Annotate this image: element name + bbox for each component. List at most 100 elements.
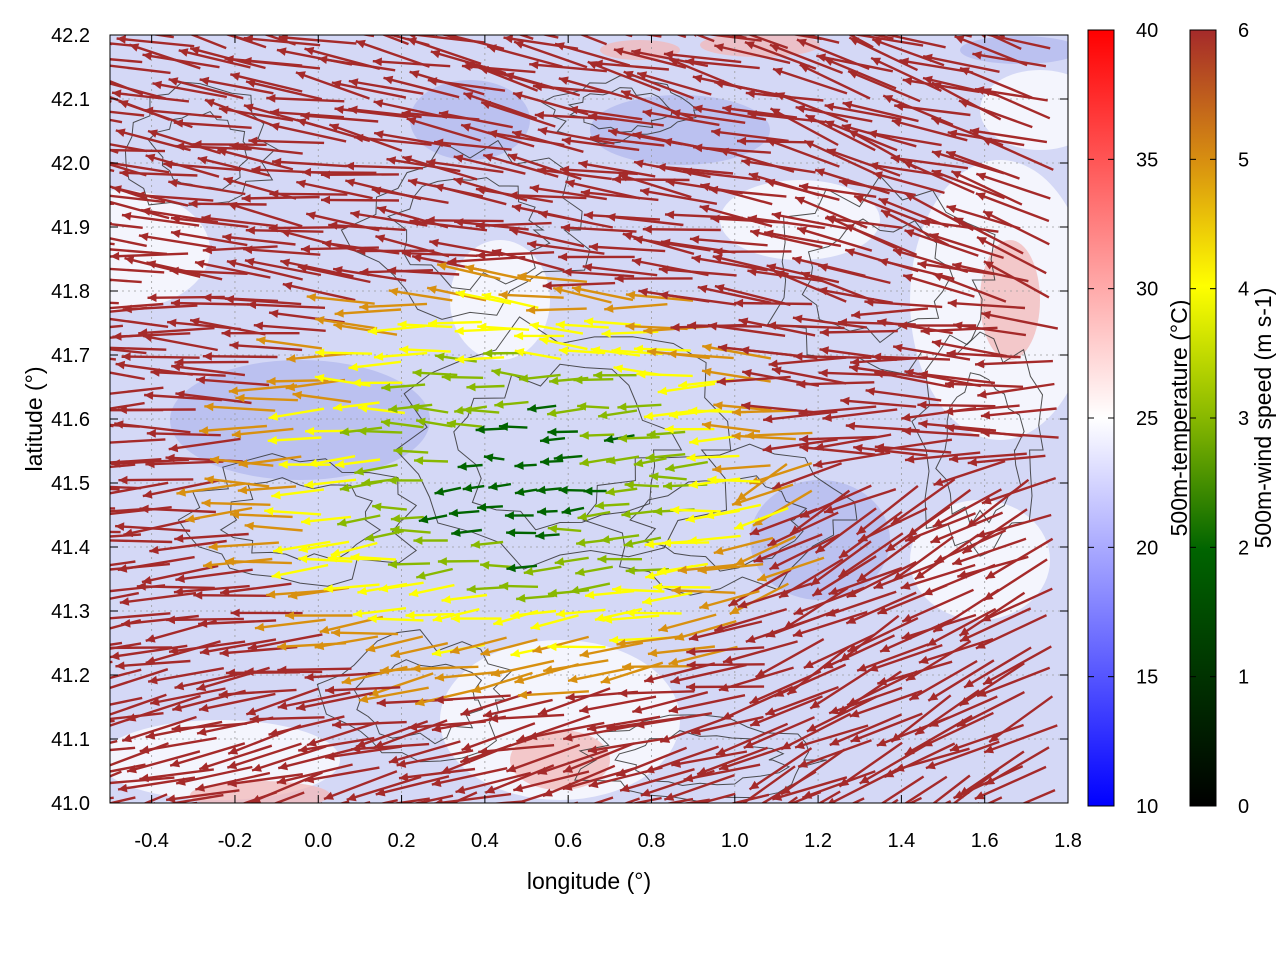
- wind-vector-shaft: [146, 432, 221, 437]
- wind-vector-head: [170, 758, 180, 768]
- wind-vector-shaft: [588, 766, 663, 788]
- wind-vector-head: [668, 657, 679, 666]
- wind-vector-head: [571, 285, 582, 294]
- wind-vector-shaft: [256, 338, 323, 350]
- wind-vector-head: [68, 336, 77, 345]
- wind-vector-head: [148, 675, 158, 685]
- wind-vector-head: [902, 613, 913, 622]
- wind-vector-shaft: [110, 143, 148, 153]
- wind-vector-shaft: [199, 638, 277, 654]
- wind-vector-head: [565, 179, 576, 188]
- wind-vector-head: [225, 668, 235, 678]
- wind-vector-head: [579, 458, 590, 467]
- wind-vector-shaft: [147, 667, 225, 683]
- wind-vector-shaft: [952, 768, 1000, 803]
- wind-vector-head: [319, 625, 330, 635]
- wind-vector-head: [743, 740, 754, 749]
- wind-vector-head: [448, 508, 459, 518]
- wind-vector-head: [434, 798, 443, 803]
- wind-vector-shaft: [880, 209, 950, 247]
- wind-vector-shaft: [918, 422, 997, 432]
- wind-vector-head: [983, 261, 994, 270]
- wind-vector-head: [269, 108, 280, 117]
- wind-vector-shaft: [372, 60, 451, 68]
- wind-vector-shaft: [571, 286, 634, 302]
- wind-vector-head: [829, 737, 840, 746]
- wind-vector-head: [483, 349, 493, 358]
- wind-vector-head: [917, 260, 927, 269]
- wind-vector-shaft: [241, 791, 278, 803]
- wind-vector-head: [114, 420, 124, 429]
- wind-vector-head: [145, 731, 156, 740]
- wind-vector-head: [583, 486, 593, 496]
- wind-vector-head: [147, 293, 157, 302]
- wind-vector-shaft: [543, 659, 609, 673]
- plot-area: [38, 18, 1069, 843]
- wind-vector-shaft: [110, 401, 145, 410]
- wind-vector-head: [893, 248, 903, 257]
- wind-vector-shaft: [756, 556, 825, 582]
- wind-vector-head: [920, 326, 930, 336]
- wind-vector-head: [764, 229, 774, 239]
- wind-vector-shaft: [622, 665, 692, 668]
- x-tick-label: -0.4: [134, 830, 168, 852]
- wind-vector-head: [264, 507, 274, 516]
- hot-patch: [980, 240, 1040, 360]
- wind-vector-head: [306, 211, 316, 220]
- wind-vector-head: [249, 714, 259, 724]
- wind-vector-head: [222, 18, 232, 26]
- wind-vector-head: [356, 246, 366, 256]
- wind-vector-head: [644, 539, 654, 549]
- wind-vector-head: [243, 35, 254, 44]
- wind-vector-shaft: [110, 438, 166, 444]
- temperature-colorbar-tick-label: 40: [1136, 20, 1158, 42]
- wind-vector-shaft: [667, 352, 734, 360]
- wind-vector-head: [734, 298, 744, 308]
- wind-vector-head: [708, 185, 719, 195]
- wind-vector-shaft: [110, 371, 145, 381]
- wind-vector-head: [634, 159, 644, 168]
- wind-vector-head: [872, 38, 883, 47]
- wind-vector-shaft: [110, 714, 140, 727]
- wind-vector-head: [243, 103, 254, 112]
- wind-vector-head: [983, 676, 994, 685]
- wind-vector-head: [38, 20, 48, 28]
- wind-vector-head: [241, 194, 251, 203]
- wind-vector-head: [199, 76, 210, 86]
- wind-vector-head: [547, 642, 557, 652]
- wind-vector-shaft: [110, 485, 142, 490]
- wind-vector-head: [534, 111, 544, 120]
- wind-vector-head: [558, 76, 569, 85]
- wind-vector-shaft: [348, 79, 424, 95]
- wind-vector-head: [682, 167, 693, 177]
- wind-vector-head: [804, 140, 815, 149]
- wind-vector-head: [857, 663, 868, 672]
- wind-vector-shaft: [613, 48, 687, 69]
- wind-vector-head: [418, 515, 429, 524]
- wind-vector-shaft: [295, 691, 373, 710]
- wind-vector-shaft: [110, 796, 136, 803]
- wind-vector-shaft: [793, 586, 865, 616]
- wind-vector-head: [585, 590, 595, 600]
- wind-vector-shaft: [174, 670, 251, 689]
- wind-vector-head: [833, 834, 843, 843]
- wind-vector-head: [665, 178, 676, 187]
- wind-vector-head: [482, 808, 492, 816]
- wind-vector-head: [829, 706, 840, 715]
- wind-vector-head: [351, 378, 361, 388]
- wind-vector-head: [606, 213, 616, 222]
- wind-vector-head: [604, 434, 614, 444]
- wind-vector-head: [314, 641, 325, 651]
- wind-vector-head: [118, 783, 128, 793]
- wind-vector-shaft: [760, 770, 817, 803]
- wind-vector-shaft: [983, 260, 1050, 299]
- wind-vector-shaft: [409, 219, 488, 232]
- wind-vector-shaft: [476, 251, 555, 257]
- wind-vector-shaft: [852, 35, 924, 47]
- wind-vector-head: [952, 557, 963, 566]
- wind-vector-head: [332, 720, 342, 729]
- wind-vector-head: [237, 485, 248, 495]
- wind-vector-head: [165, 615, 175, 625]
- wind-vector-head: [446, 419, 457, 429]
- wind-vector-shaft: [110, 346, 167, 351]
